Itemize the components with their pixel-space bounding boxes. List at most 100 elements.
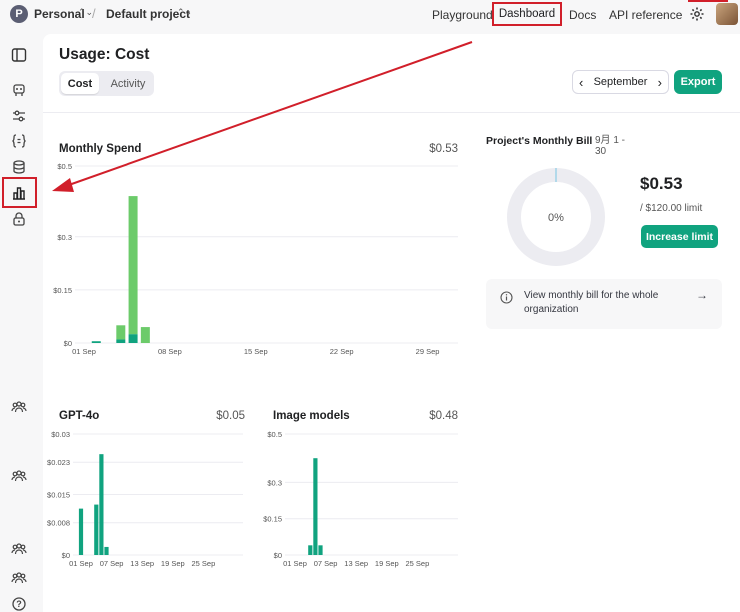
y-tick-label: $0.3 [57, 233, 72, 242]
chevron-right-icon[interactable]: › [657, 74, 662, 90]
y-tick-label: $0 [62, 551, 70, 560]
annotation-box [2, 177, 37, 208]
braces-icon[interactable] [11, 133, 27, 149]
main-panel: Usage: Cost Cost Activity ‹ September › … [43, 34, 740, 612]
image-models-chart: $0 $0.15 $0.3 $0.5 01 Sep 07 Sep 13 Sep 19 Sep 2… [263, 430, 458, 568]
bar [128, 196, 138, 335]
gpt4o-total: $0.05 [216, 410, 245, 422]
project-switcher[interactable]: Default project [106, 7, 191, 21]
page-title: Usage: Cost [59, 46, 150, 63]
bill-amount: $0.53 [640, 174, 683, 193]
org-switcher[interactable]: Personal [34, 7, 85, 21]
user-avatar[interactable] [716, 3, 738, 25]
x-tick-label: 13 Sep [130, 559, 154, 568]
team-icon[interactable] [11, 541, 27, 557]
bar [140, 327, 150, 343]
chevron-left-icon[interactable]: ‹ [579, 74, 584, 90]
nav-docs[interactable]: Docs [569, 8, 597, 22]
x-tick-label: 01 Sep [69, 559, 93, 568]
y-tick-label: $0 [64, 339, 72, 348]
y-tick-label: $0.008 [47, 519, 70, 528]
y-tick-label: $0.3 [267, 478, 282, 487]
sliders-icon[interactable] [11, 108, 27, 124]
y-tick-label: $0.15 [263, 515, 282, 524]
month-label[interactable]: September [593, 76, 648, 88]
y-tick-label: $0.5 [57, 162, 72, 171]
monthly-spend-chart: $0 $0.15 $0.3 $0.5 01 Sep 08 Sep 15 Sep 22 Sep 2… [53, 162, 458, 356]
org-avatar[interactable]: P [10, 5, 28, 23]
x-tick-label: 01 Sep [72, 347, 96, 356]
monthly-spend-title: Monthly Spend [59, 143, 142, 155]
view-tabs: Cost Activity [59, 71, 154, 96]
breadcrumb-separator: / [92, 6, 96, 21]
x-tick-label: 19 Sep [375, 559, 399, 568]
bar [78, 508, 84, 555]
top-bar: P Personal ⌃⌄ / Default project ⌃⌄ Playg… [0, 0, 740, 30]
x-tick-label: 07 Sep [100, 559, 124, 568]
bill-donut: 0% [507, 168, 605, 266]
team-icon[interactable] [11, 399, 27, 415]
y-tick-label: $0.15 [53, 286, 72, 295]
help-icon[interactable]: ? [11, 596, 27, 612]
x-tick-label: 08 Sep [158, 347, 182, 356]
team-icon[interactable] [11, 570, 27, 586]
monthly-spend-total: $0.53 [429, 143, 458, 155]
image-models-title: Image models [273, 410, 350, 422]
bar [99, 454, 104, 555]
bill-percent: 0% [548, 212, 564, 224]
org-bill-link[interactable]: View monthly bill for the whole organiza… [486, 279, 722, 329]
gpt4o-chart: $0 $0.008 $0.015 $0.023 $0.03 01 Sep 07 Sep 13 … [47, 430, 243, 568]
bar [116, 325, 126, 340]
org-bill-label: View monthly bill for the whole organiza… [524, 290, 659, 315]
chevron-updown-icon[interactable]: ⌃⌄ [177, 7, 193, 17]
annotation-mark [688, 0, 728, 2]
bar [116, 339, 126, 343]
nav-dashboard[interactable]: Dashboard [492, 2, 562, 26]
nav-playground[interactable]: Playground [432, 8, 493, 22]
x-tick-label: 13 Sep [344, 559, 368, 568]
bill-title: Project's Monthly Bill [486, 135, 593, 147]
bar [308, 545, 313, 555]
gear-icon[interactable] [689, 6, 705, 22]
bar [313, 458, 318, 555]
lock-icon[interactable] [11, 211, 27, 227]
svg-text:?: ? [16, 599, 22, 609]
chevron-updown-icon[interactable]: ⌃⌄ [78, 7, 94, 17]
assistant-icon[interactable] [11, 82, 27, 98]
gpt4o-title: GPT-4o [59, 410, 100, 422]
x-tick-label: 25 Sep [192, 559, 216, 568]
image-models-total: $0.48 [429, 410, 458, 422]
x-tick-label: 19 Sep [161, 559, 185, 568]
y-tick-label: $0.5 [267, 430, 282, 439]
arrow-right-icon: → [696, 288, 708, 302]
increase-limit-button[interactable]: Increase limit [641, 225, 718, 248]
bar [318, 545, 323, 555]
bill-limit: / $120.00 limit [640, 203, 703, 214]
x-tick-label: 29 Sep [416, 347, 440, 356]
tab-cost[interactable]: Cost [61, 73, 99, 94]
bar [128, 334, 138, 343]
bar [104, 546, 109, 555]
x-tick-label: 01 Sep [283, 559, 307, 568]
nav-api-reference[interactable]: API reference [609, 8, 683, 22]
x-tick-label: 07 Sep [314, 559, 338, 568]
x-tick-label: 22 Sep [330, 347, 354, 356]
y-tick-label: $0.015 [47, 491, 70, 500]
x-tick-label: 15 Sep [244, 347, 268, 356]
bill-date-range: 9月 1 - 30 [595, 135, 626, 157]
x-tick-label: 25 Sep [406, 559, 430, 568]
team-icon[interactable] [11, 468, 27, 484]
y-tick-label: $0.03 [51, 430, 70, 439]
divider [43, 112, 740, 113]
export-button[interactable]: Export [674, 70, 722, 94]
database-icon[interactable] [11, 159, 27, 175]
info-icon [500, 291, 513, 304]
y-tick-label: $0.023 [47, 458, 70, 467]
bar-chart-icon[interactable] [11, 185, 27, 201]
y-tick-label: $0 [274, 551, 282, 560]
month-picker: ‹ September › [572, 70, 669, 94]
tab-activity[interactable]: Activity [110, 77, 146, 90]
sidebar-toggle-icon[interactable] [11, 47, 27, 63]
bar [91, 341, 101, 343]
bar [94, 504, 99, 555]
